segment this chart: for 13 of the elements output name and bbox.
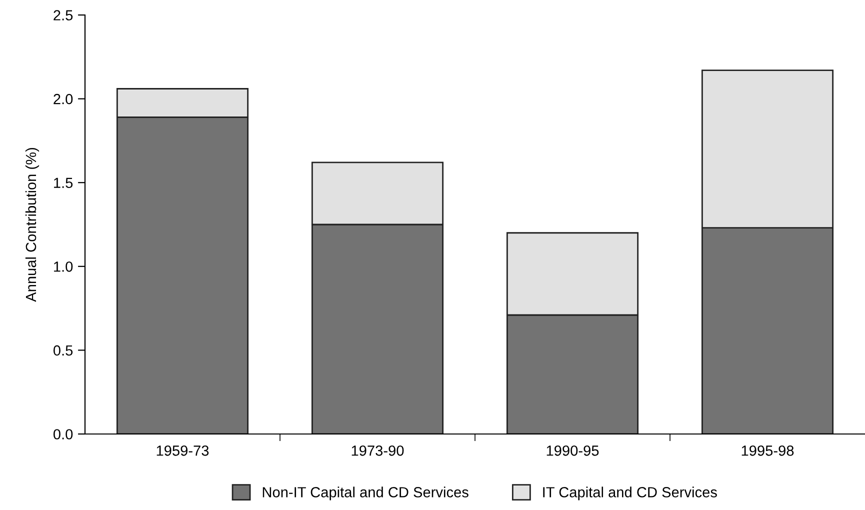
x-tick-label: 1973-90 — [352, 445, 404, 456]
y-tick-label: 1.5 — [54, 178, 73, 188]
y-tick-label: 0.5 — [53, 345, 73, 356]
legend-label: Non-IT Capital and CD Services — [262, 486, 468, 500]
x-tick-label: 1959-73 — [156, 445, 209, 456]
y-tick-label: 2.5 — [54, 10, 73, 20]
y-axis-title: Annual Contribution (%) — [25, 148, 40, 302]
y-tick-label: 2.0 — [54, 94, 73, 104]
legend-label: IT Capital and CD Services — [543, 486, 717, 500]
y-tick-label: 1.0 — [54, 262, 73, 272]
x-tick-label: 1995-98 — [742, 445, 794, 456]
y-tick-label: 0.0 — [53, 429, 73, 440]
x-tick-label: 1990-95 — [546, 445, 599, 456]
